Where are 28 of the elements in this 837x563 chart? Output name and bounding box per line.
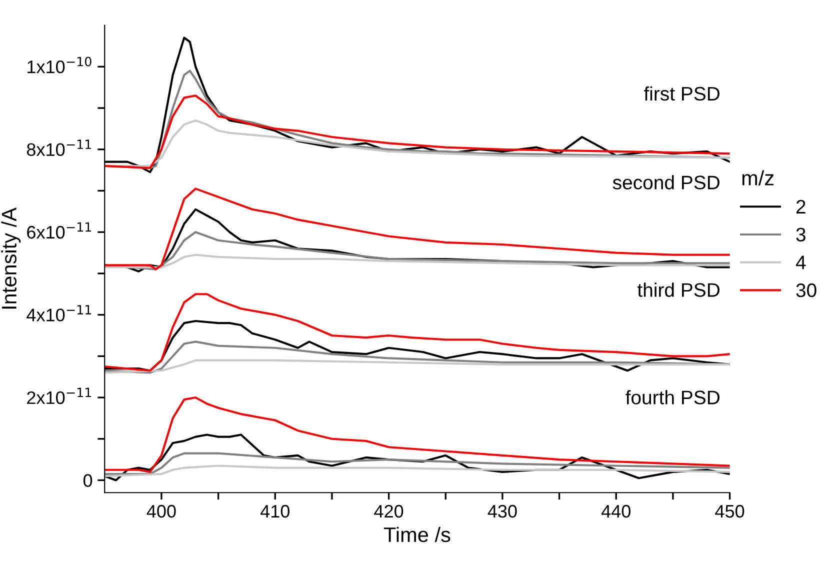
annotation: third PSD [637,282,720,297]
legend-label: 3 [796,228,806,242]
y-tick-label: 2x10$^{−11}$ [27,388,92,404]
legend-label: 2 [796,200,806,214]
annotation: fourth PSD [626,390,720,404]
y-tick-label: 8x10$^{−11}$ [26,140,92,156]
y-tick-label: 0 [83,474,92,487]
y-axis-title: Intensity /A [1,207,21,309]
line-series [104,359,730,374]
x-tick-label: 450 [715,504,744,518]
x-tick-label: 400 [146,504,176,518]
line-series [104,452,730,476]
x-axis-title: Time /s [384,526,450,542]
legend-label: 30 [796,283,816,298]
x-tick-label: 430 [488,504,517,518]
y-tick-label: 1x10$^{−10}$ [28,56,92,74]
x-tick-label: 410 [260,504,290,518]
y-tick-label: 6x10$^{−11}$ [27,222,92,239]
line-series [104,188,730,270]
y-tick-label: 4x10$^{−11}$ [26,305,92,322]
legend-title: m/z [742,170,774,186]
x-tick-label: 420 [374,504,404,518]
annotation: first PSD [644,86,720,101]
legend-label: 4 [796,256,806,270]
line-series [104,464,730,478]
line-series [104,254,730,268]
x-tick-label: 440 [601,504,630,518]
annotation: second PSD [612,175,720,190]
